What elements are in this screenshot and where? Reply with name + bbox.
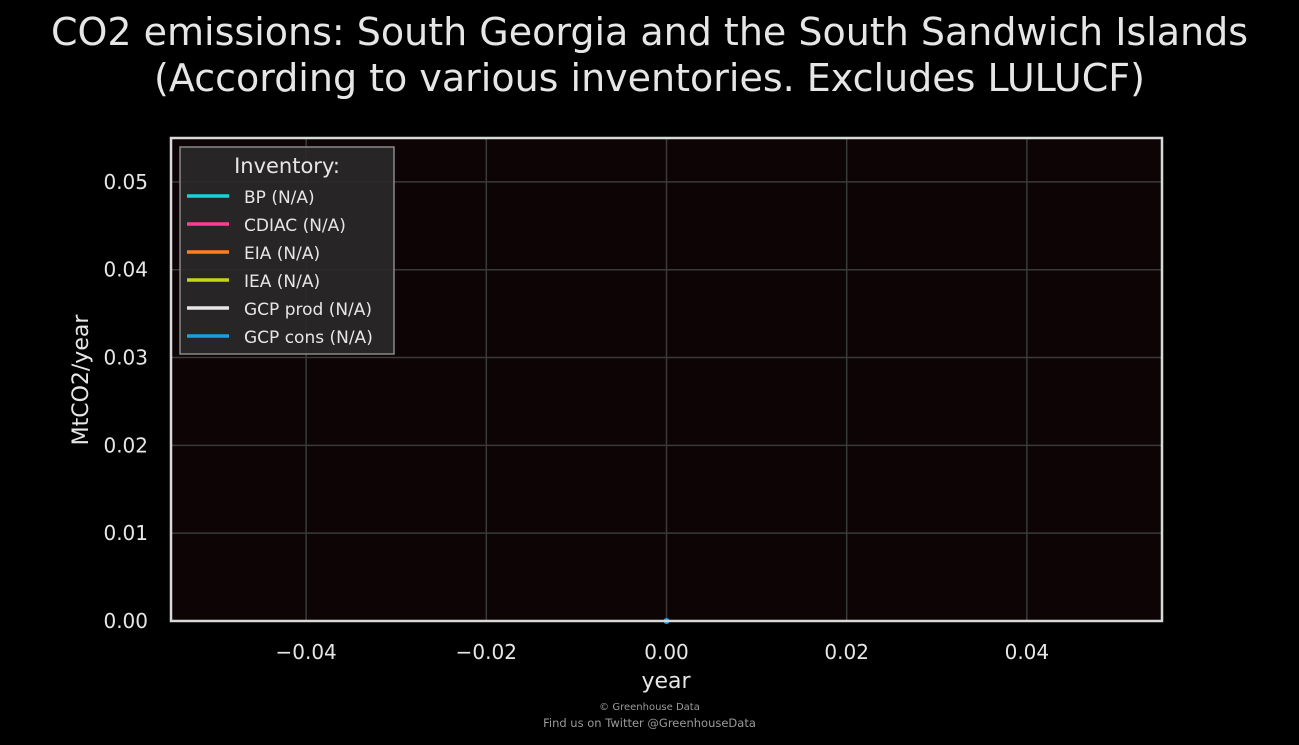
legend: Inventory: BP (N/A) CDIAC (N/A) EIA (N/A) I…	[179, 146, 395, 355]
legend-title: Inventory:	[234, 154, 340, 178]
legend-label: GCP prod (N/A)	[244, 300, 372, 320]
legend-label: CDIAC (N/A)	[244, 216, 346, 236]
chart-subtitle: (According to various inventories. Exclu…	[154, 56, 1145, 100]
y-axis-label: MtCO2/year	[69, 314, 94, 446]
x-tick-label: 0.04	[1005, 640, 1050, 664]
y-tick-label: 0.02	[103, 433, 148, 457]
y-tick-label: 0.04	[103, 258, 148, 282]
legend-label: IEA (N/A)	[244, 272, 320, 292]
legend-label: BP (N/A)	[244, 188, 315, 208]
y-tick-label: 0.01	[103, 521, 148, 545]
x-tick-label: −0.04	[275, 640, 336, 664]
y-tick-label: 0.00	[103, 609, 148, 633]
x-tick-label: −0.02	[456, 640, 517, 664]
y-tick-label: 0.03	[103, 346, 148, 370]
x-tick-label: 0.02	[824, 640, 869, 664]
credit-twitter: Find us on Twitter @GreenhouseData	[543, 716, 756, 730]
x-tick-label: 0.00	[644, 640, 689, 664]
legend-label: GCP cons (N/A)	[244, 328, 373, 348]
plot-frame	[169, 136, 1164, 623]
x-tick-labels: −0.04 −0.02 0.00 0.02 0.04	[275, 640, 1049, 664]
credit-copyright: © Greenhouse Data	[599, 702, 700, 713]
y-tick-label: 0.05	[103, 170, 148, 194]
y-tick-labels: 0.00 0.01 0.02 0.03 0.04 0.05	[103, 170, 148, 633]
legend-label: EIA (N/A)	[244, 244, 320, 264]
x-axis-label: year	[641, 669, 691, 694]
chart-title: CO2 emissions: South Georgia and the Sou…	[50, 10, 1249, 54]
legend-entries: BP (N/A) CDIAC (N/A) EIA (N/A) IEA (N/A) GCP…	[187, 188, 373, 348]
